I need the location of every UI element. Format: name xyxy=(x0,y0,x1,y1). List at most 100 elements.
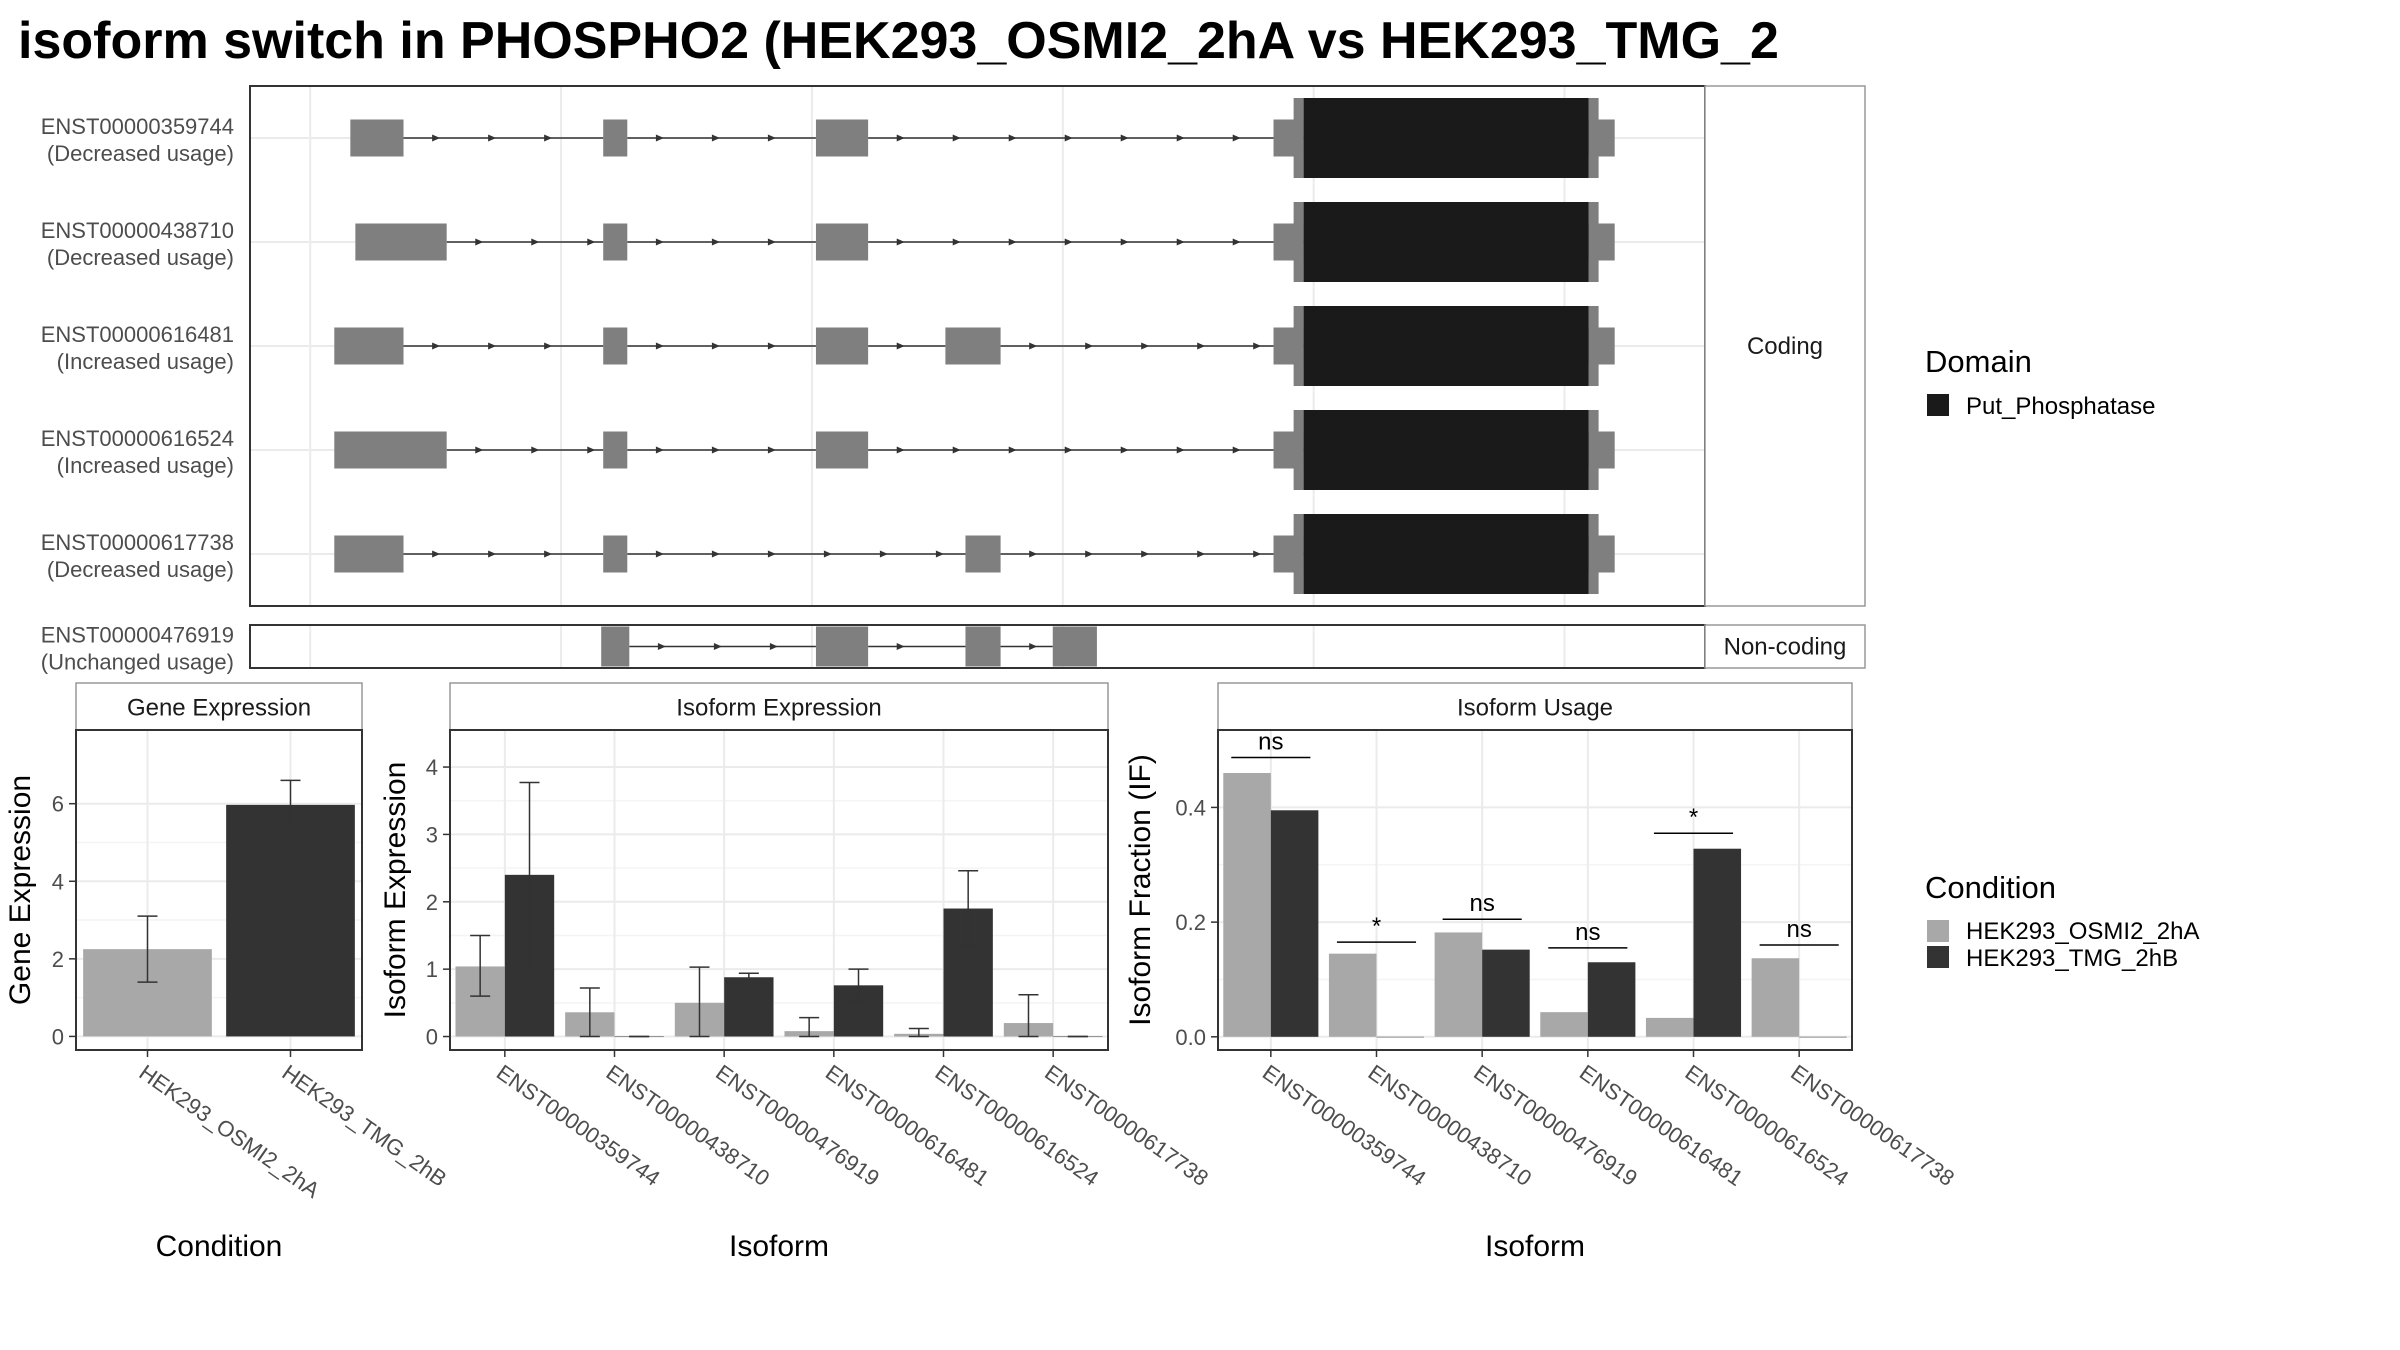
y-tick-label: 4 xyxy=(52,869,64,894)
exon-block xyxy=(815,626,869,667)
domain-edge xyxy=(1588,306,1599,386)
exon-block xyxy=(815,223,869,261)
y-tick-label: 0.4 xyxy=(1175,795,1206,820)
condition-legend-label: HEK293_OSMI2_2hA xyxy=(1966,918,2199,945)
intron-arrow xyxy=(935,550,944,558)
intron-arrow xyxy=(767,446,776,454)
intron-arrow xyxy=(531,446,540,454)
y-axis-title: Isoform Fraction (IF) xyxy=(1124,754,1157,1026)
exon-block xyxy=(965,626,1001,667)
panel-strip xyxy=(449,682,1109,731)
intron-arrow xyxy=(544,342,553,350)
isoform-usage-label: (Decreased usage) xyxy=(47,557,234,582)
intron-arrow xyxy=(769,643,778,650)
x-axis-title: Condition xyxy=(156,1230,283,1263)
domain-edge xyxy=(1588,202,1599,282)
intron-arrow xyxy=(655,342,664,350)
plot-border xyxy=(1217,729,1853,1051)
intron-arrow xyxy=(896,238,905,246)
isoform-usage-label: (Unchanged usage) xyxy=(41,650,234,675)
exon-block xyxy=(350,119,404,157)
y-tick-label: 0.0 xyxy=(1175,1025,1206,1050)
exon-block xyxy=(355,223,447,261)
bar xyxy=(1751,958,1800,1037)
y-tick-label: 3 xyxy=(426,822,438,847)
y-tick-label: 0 xyxy=(52,1024,64,1049)
intron-arrow xyxy=(713,643,722,650)
exon-block xyxy=(815,119,869,157)
bar xyxy=(1693,848,1742,1037)
domain-block xyxy=(1303,514,1589,594)
domain-edge xyxy=(1293,514,1304,594)
intron-arrow xyxy=(432,342,441,350)
bar xyxy=(1434,932,1483,1037)
intron-arrow xyxy=(1085,342,1094,350)
significance-label: ns xyxy=(1575,919,1600,946)
exon-block xyxy=(603,223,628,261)
exon-block xyxy=(815,327,869,365)
exon-block xyxy=(603,431,628,469)
intron-arrow xyxy=(1197,342,1206,350)
intron-arrow xyxy=(1120,446,1129,454)
intron-arrow xyxy=(711,550,720,558)
figure-title: isoform switch in PHOSPHO2 (HEK293_OSMI2… xyxy=(18,12,1779,70)
intron-arrow xyxy=(1085,550,1094,558)
isoform-id-label: ENST00000616524 xyxy=(41,426,234,451)
intron-arrow xyxy=(711,446,720,454)
intron-arrow xyxy=(475,238,484,246)
domain-block xyxy=(1303,306,1589,386)
panel-strip-title: Gene Expression xyxy=(127,695,311,722)
bar xyxy=(724,977,774,1037)
condition-legend-key xyxy=(1927,946,1949,968)
isoform-usage-label: (Increased usage) xyxy=(57,453,234,478)
exon-block xyxy=(965,535,1001,573)
y-tick-label: 2 xyxy=(426,890,438,915)
exon-block xyxy=(815,431,869,469)
exon-block xyxy=(601,626,630,667)
facet-strip-label: Non-coding xyxy=(1724,634,1847,661)
intron-arrow xyxy=(1176,446,1185,454)
intron-arrow xyxy=(896,643,905,650)
significance-label: ns xyxy=(1469,890,1494,917)
y-tick-label: 2 xyxy=(52,947,64,972)
intron-arrow xyxy=(657,643,666,650)
intron-arrow xyxy=(952,446,961,454)
facet-strip-label: Coding xyxy=(1747,333,1823,360)
panel-strip-title: Isoform Expression xyxy=(676,695,881,722)
intron-arrow xyxy=(767,550,776,558)
domain-edge xyxy=(1293,98,1304,178)
domain-legend-title: Domain xyxy=(1925,344,2032,379)
bar xyxy=(1587,962,1636,1037)
intron-arrow xyxy=(711,342,720,350)
domain-edge xyxy=(1588,98,1599,178)
intron-arrow xyxy=(952,134,961,142)
condition-legend-label: HEK293_TMG_2hB xyxy=(1966,945,2178,972)
bar xyxy=(1799,1036,1847,1038)
y-tick-label: 0 xyxy=(426,1025,438,1050)
intron-arrow xyxy=(952,238,961,246)
significance-label: ns xyxy=(1786,916,1811,943)
intron-arrow xyxy=(531,238,540,246)
bar xyxy=(1540,1012,1588,1037)
intron-arrow xyxy=(655,550,664,558)
intron-arrow xyxy=(1176,238,1185,246)
intron-arrow xyxy=(587,238,596,246)
facet-strip xyxy=(1704,624,1866,669)
intron-arrow xyxy=(1232,446,1241,454)
legends: Domain Put_Phosphatase Condition HEK293_OSM… xyxy=(1925,344,2199,972)
exon-block xyxy=(603,119,628,157)
exon-block xyxy=(334,327,404,365)
intron-arrow xyxy=(1141,342,1150,350)
intron-arrow xyxy=(1029,342,1038,350)
intron-arrow xyxy=(1197,550,1206,558)
intron-arrow xyxy=(1232,238,1241,246)
bar xyxy=(1223,773,1271,1037)
intron-arrow xyxy=(1064,134,1073,142)
intron-arrow xyxy=(711,134,720,142)
plot-border xyxy=(449,729,1109,1051)
intron-arrow xyxy=(488,134,497,142)
bar xyxy=(1482,949,1530,1037)
y-tick-label: 0.2 xyxy=(1175,910,1206,935)
intron-arrow xyxy=(1029,550,1038,558)
intron-arrow xyxy=(767,238,776,246)
